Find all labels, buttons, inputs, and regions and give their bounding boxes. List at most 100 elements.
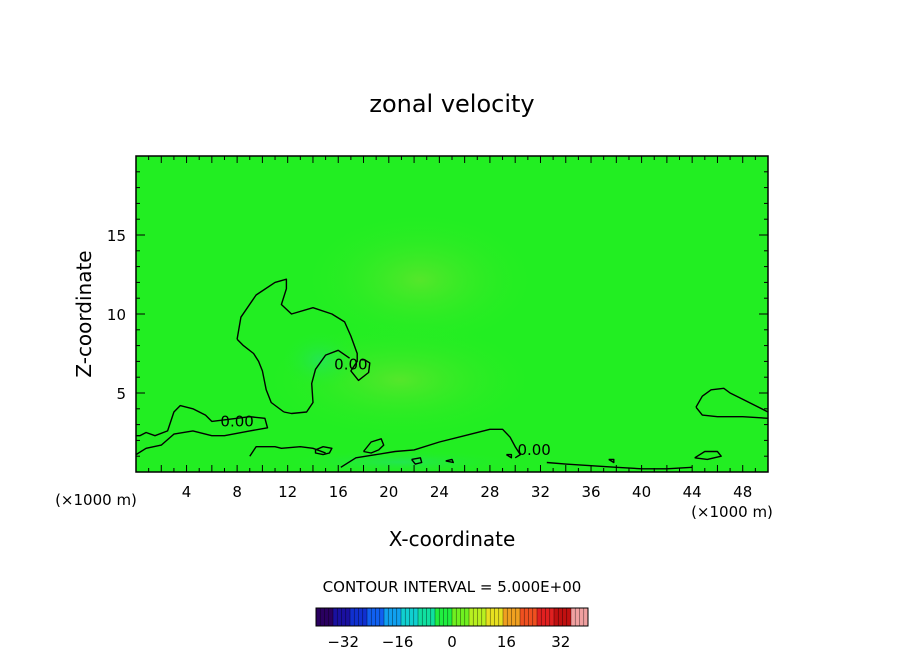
colorbar-strip — [333, 608, 338, 626]
field-shade-surface — [280, 450, 520, 472]
contour-label: 0.00 — [220, 412, 253, 430]
colorbar-strip — [337, 608, 342, 626]
contour-line — [411, 457, 423, 465]
field-shading — [260, 210, 540, 472]
field-shade-upper — [300, 210, 540, 350]
colorbar-strip — [367, 608, 372, 626]
colorbar-strip — [392, 608, 398, 626]
colorbar-strip — [413, 608, 419, 626]
colorbar-strip — [316, 608, 321, 626]
colorbar-strip — [405, 608, 410, 626]
colorbar-strip — [583, 608, 589, 626]
x-tick-label: 20 — [379, 483, 398, 501]
x-tick-label: 28 — [480, 483, 499, 501]
colorbar-strip — [528, 608, 534, 626]
x-tick-label: 36 — [581, 483, 600, 501]
colorbar — [315, 607, 589, 627]
colorbar-strip — [384, 608, 389, 626]
colorbar-strip — [464, 608, 470, 626]
colorbar-tick-label: −16 — [382, 633, 414, 651]
colorbar-strip — [422, 608, 427, 626]
colorbar-strip — [566, 608, 572, 626]
colorbar-strip — [375, 608, 381, 626]
contour-line — [236, 278, 371, 382]
contour-line — [695, 387, 768, 413]
colorbar-strip — [354, 608, 359, 626]
x-unit-label-right: (×1000 m) — [691, 503, 773, 521]
colorbar-strip — [452, 608, 457, 626]
x-tick-label: 32 — [531, 483, 550, 501]
colorbar-strip — [575, 608, 580, 626]
colorbar-strip — [324, 608, 330, 626]
y-tick-label: 15 — [107, 227, 126, 245]
colorbar-strip — [515, 608, 521, 626]
contour-line — [445, 458, 454, 464]
colorbar-strip — [460, 608, 466, 626]
colorbar-strip — [443, 608, 449, 626]
contour-line — [608, 458, 615, 464]
colorbar-strip — [371, 608, 376, 626]
colorbar-strip — [320, 608, 325, 626]
x-axis-label: X-coordinate — [389, 527, 516, 551]
contour-label: 0.00 — [334, 356, 367, 374]
contour-label: 0.00 — [517, 441, 550, 459]
colorbar-strip — [396, 608, 402, 626]
colorbar-strip — [520, 608, 525, 626]
colorbar-strip — [486, 608, 491, 626]
colorbar-strip — [358, 608, 364, 626]
colorbar-strip — [579, 608, 585, 626]
contour-line — [362, 438, 385, 454]
colorbar-strip — [549, 608, 555, 626]
colorbar-strip — [456, 608, 461, 626]
y-tick-label: 5 — [116, 385, 126, 403]
colorbar-strip — [426, 608, 432, 626]
colorbar-frame — [315, 607, 589, 627]
contour-line — [249, 446, 326, 457]
colorbar-strip — [328, 608, 334, 626]
colorbar-strip — [362, 608, 368, 626]
colorbar-tick-label: 32 — [551, 633, 570, 651]
field-shade-core — [280, 330, 360, 390]
colorbar-strip — [388, 608, 393, 626]
colorbar-strip — [558, 608, 563, 626]
x-tick-label: 40 — [632, 483, 651, 501]
colorbar-tick-label: −32 — [327, 633, 359, 651]
y-axis-label: Z-coordinate — [72, 250, 96, 377]
contour-line — [694, 450, 722, 461]
colorbar-strip — [418, 608, 423, 626]
colorbar-strip — [507, 608, 512, 626]
colorbar-strip — [494, 608, 500, 626]
colorbar-strip — [554, 608, 559, 626]
colorbar-tick-label: 0 — [447, 633, 457, 651]
colorbar-strip — [532, 608, 538, 626]
x-tick-label: 12 — [278, 483, 297, 501]
contour-line — [236, 338, 285, 413]
colorbar-strip — [498, 608, 504, 626]
colorbar-strip — [481, 608, 487, 626]
colorbar-strip — [477, 608, 483, 626]
x-tick-label: 16 — [329, 483, 348, 501]
contour-interval-text: CONTOUR INTERVAL = 5.000E+00 — [323, 578, 582, 596]
colorbar-strip — [379, 608, 385, 626]
colorbar-tick-label: 16 — [497, 633, 516, 651]
contour-line — [283, 349, 350, 415]
contour-line — [340, 428, 521, 468]
y-tick-label: 10 — [107, 306, 126, 324]
chart-title: zonal velocity — [369, 90, 534, 118]
colorbar-tick-labels: −32 −16 0 16 32 — [327, 633, 570, 651]
colorbar-strip — [545, 608, 551, 626]
colorbar-strip — [571, 608, 576, 626]
contour-line — [695, 406, 768, 419]
x-tick-label: 48 — [733, 483, 752, 501]
colorbar-strip — [447, 608, 453, 626]
contour-line — [506, 453, 513, 459]
colorbar-strip — [503, 608, 508, 626]
colorbar-strip — [511, 608, 517, 626]
colorbar-strip — [345, 608, 351, 626]
colorbar-strip — [341, 608, 347, 626]
colorbar-strip — [524, 608, 529, 626]
